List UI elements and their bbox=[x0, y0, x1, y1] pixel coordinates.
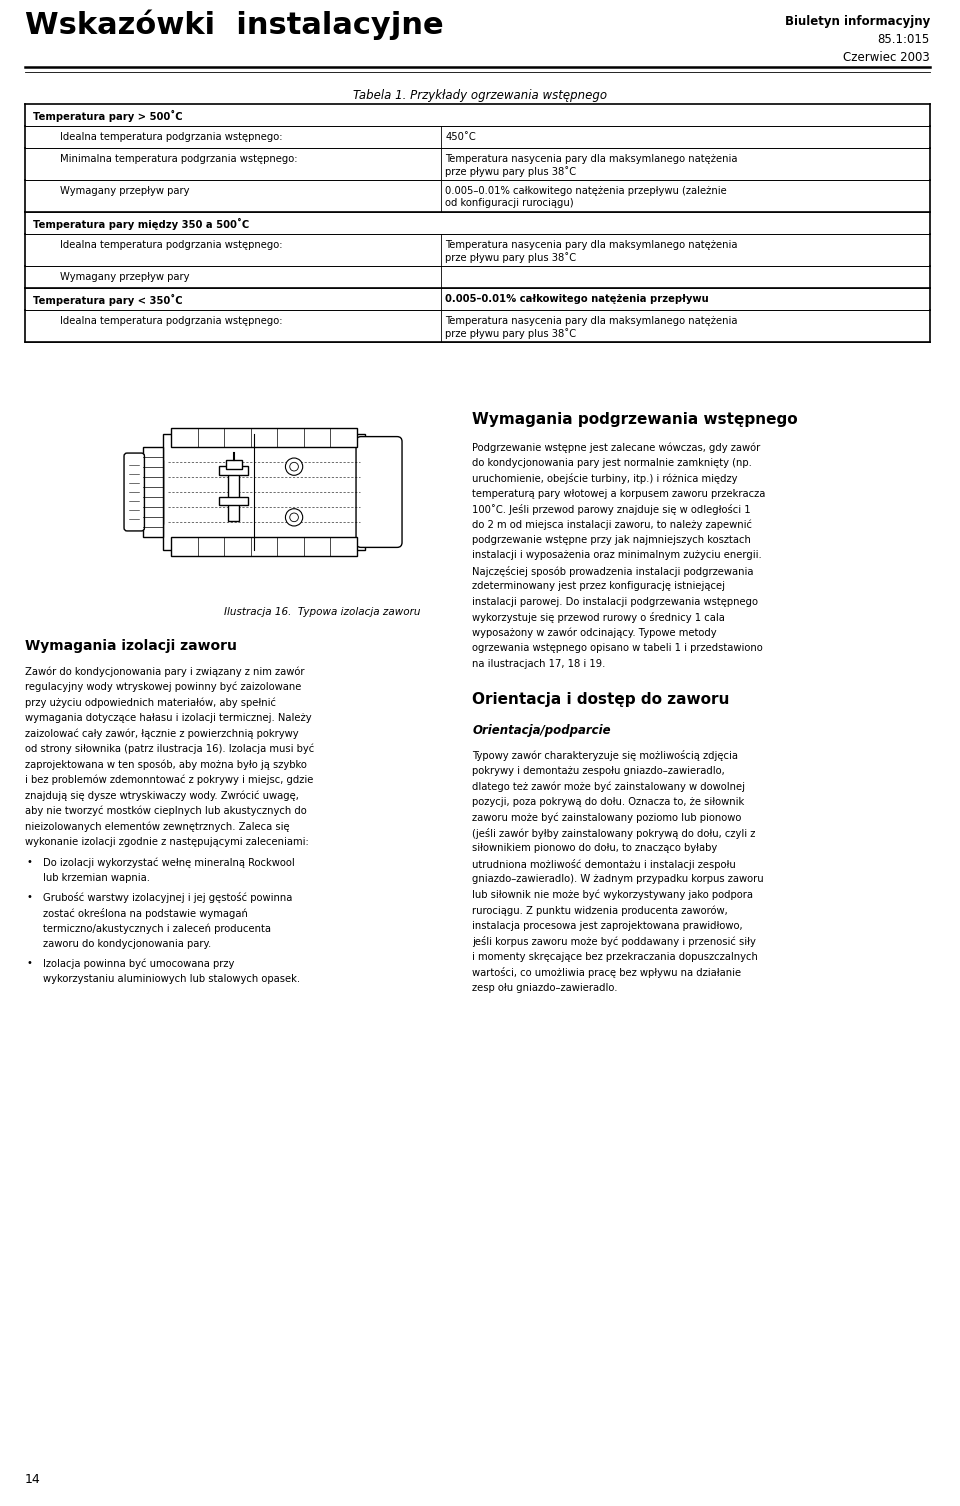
Text: wykorzystaniu aluminiowych lub stalowych opasek.: wykorzystaniu aluminiowych lub stalowych… bbox=[43, 973, 300, 983]
Text: zaprojektowana w ten sposób, aby można było ją szybko: zaprojektowana w ten sposób, aby można b… bbox=[25, 759, 307, 770]
Text: Wymagania podgrzewania wstępnego: Wymagania podgrzewania wstępnego bbox=[472, 413, 798, 428]
Text: Tabela 1. Przykłady ogrzewania wstępnego: Tabela 1. Przykłady ogrzewania wstępnego bbox=[353, 89, 607, 102]
Text: zostać określona na podstawie wymagań: zostać określona na podstawie wymagań bbox=[43, 908, 248, 919]
Text: Orientacja/podparcie: Orientacja/podparcie bbox=[472, 724, 612, 738]
Text: (jeśli zawór byłby zainstalowany pokrywą do dołu, czyli z: (jeśli zawór byłby zainstalowany pokrywą… bbox=[472, 828, 756, 839]
Bar bbox=[171, 536, 356, 556]
Text: Minimalna temperatura podgrzania wstępnego:: Minimalna temperatura podgrzania wstępne… bbox=[60, 154, 298, 164]
Text: Grubość warstwy izolacyjnej i jej gęstość powinna: Grubość warstwy izolacyjnej i jej gęstoś… bbox=[43, 892, 293, 904]
Text: wyposażony w zawór odcinający. Typowe metody: wyposażony w zawór odcinający. Typowe me… bbox=[472, 628, 717, 639]
Text: aby nie tworzyć mostków cieplnych lub akustycznych do: aby nie tworzyć mostków cieplnych lub ak… bbox=[25, 806, 307, 816]
Text: dlatego też zawór może być zainstalowany w dowolnej: dlatego też zawór może być zainstalowany… bbox=[472, 782, 746, 792]
Text: lub krzemian wapnia.: lub krzemian wapnia. bbox=[43, 872, 150, 883]
FancyBboxPatch shape bbox=[124, 453, 144, 532]
Text: 450˚C: 450˚C bbox=[445, 133, 476, 142]
Text: Czerwiec 2003: Czerwiec 2003 bbox=[843, 51, 930, 63]
Text: zaworu może być zainstalowany poziomo lub pionowo: zaworu może być zainstalowany poziomo lu… bbox=[472, 813, 742, 822]
Text: Wymagania izolacji zaworu: Wymagania izolacji zaworu bbox=[25, 639, 237, 654]
Text: 0.005–0.01% całkowitego natężenia przepływu: 0.005–0.01% całkowitego natężenia przepł… bbox=[445, 294, 709, 304]
Text: Najczęściej sposób prowadzenia instalacji podgrzewania: Najczęściej sposób prowadzenia instalacj… bbox=[472, 566, 754, 577]
Circle shape bbox=[290, 514, 299, 521]
Text: uruchomienie, obejście turbiny, itp.) i różnica między: uruchomienie, obejście turbiny, itp.) i … bbox=[472, 473, 738, 483]
FancyBboxPatch shape bbox=[356, 437, 402, 547]
Text: podgrzewanie wstępne przy jak najmniejszych kosztach: podgrzewanie wstępne przy jak najmniejsz… bbox=[472, 535, 752, 545]
Text: od strony siłownika (patrz ilustracja 16). Izolacja musi być: od strony siłownika (patrz ilustracja 16… bbox=[25, 744, 314, 755]
Text: lub siłownik nie może być wykorzystywany jako podpora: lub siłownik nie może być wykorzystywany… bbox=[472, 890, 754, 901]
Text: wykonanie izolacji zgodnie z następującymi zaleceniami:: wykonanie izolacji zgodnie z następujący… bbox=[25, 836, 309, 846]
Text: Ilustracja 16.  Typowa izolacja zaworu: Ilustracja 16. Typowa izolacja zaworu bbox=[224, 607, 420, 617]
Text: zesp ołu gniazdo–zawieradlo.: zesp ołu gniazdo–zawieradlo. bbox=[472, 983, 618, 992]
Text: przy użyciu odpowiednich materiałów, aby spełnić: przy użyciu odpowiednich materiałów, aby… bbox=[25, 697, 276, 708]
Text: utrudniona możliwość demontażu i instalacji zespołu: utrudniona możliwość demontażu i instala… bbox=[472, 858, 736, 870]
Text: nieizolowanych elementów zewnętrznych. Zaleca się: nieizolowanych elementów zewnętrznych. Z… bbox=[25, 821, 290, 831]
Text: i momenty skręcające bez przekraczania dopuszczalnych: i momenty skręcające bez przekraczania d… bbox=[472, 952, 758, 962]
Text: termiczno/akustycznych i zaleceń producenta: termiczno/akustycznych i zaleceń produce… bbox=[43, 923, 271, 934]
Text: Idealna temperatura podgrzania wstępnego:: Idealna temperatura podgrzania wstępnego… bbox=[60, 133, 282, 142]
Bar bbox=[171, 428, 356, 447]
Text: instalacja procesowa jest zaprojektowana prawidłowo,: instalacja procesowa jest zaprojektowana… bbox=[472, 922, 743, 931]
Text: •: • bbox=[27, 857, 33, 867]
Text: Izolacja powinna być umocowana przy: Izolacja powinna być umocowana przy bbox=[43, 958, 234, 968]
Text: do kondycjonowania pary jest normalnie zamknięty (np.: do kondycjonowania pary jest normalnie z… bbox=[472, 458, 753, 467]
Text: Orientacja i dostęp do zaworu: Orientacja i dostęp do zaworu bbox=[472, 693, 730, 708]
Circle shape bbox=[285, 458, 302, 476]
Bar bbox=[219, 497, 248, 505]
Text: regulacyjny wody wtryskowej powinny być zaizolowane: regulacyjny wody wtryskowej powinny być … bbox=[25, 682, 301, 691]
Text: pokrywy i demontażu zespołu gniazdo–zawieradlo,: pokrywy i demontażu zespołu gniazdo–zawi… bbox=[472, 767, 725, 776]
Text: jeśli korpus zaworu może być poddawany i przenosić siły: jeśli korpus zaworu może być poddawany i… bbox=[472, 937, 756, 947]
Text: Do izolacji wykorzystać wełnę mineralną Rockwool: Do izolacji wykorzystać wełnę mineralną … bbox=[43, 857, 295, 867]
Text: •: • bbox=[27, 958, 33, 968]
Text: 0.005–0.01% całkowitego natężenia przepływu (zależnie
od konfiguracji rurociągu): 0.005–0.01% całkowitego natężenia przepł… bbox=[445, 187, 727, 208]
Bar bbox=[163, 434, 365, 550]
Text: Temperatura nasycenia pary dla maksymlanego natężenia
prze pływu pary plus 38˚C: Temperatura nasycenia pary dla maksymlan… bbox=[445, 316, 738, 339]
Text: Idealna temperatura podgrzania wstępnego:: Idealna temperatura podgrzania wstępnego… bbox=[60, 239, 282, 250]
Text: i bez problemów zdemonntować z pokrywy i miejsc, gdzie: i bez problemów zdemonntować z pokrywy i… bbox=[25, 774, 313, 785]
Text: wykorzystuje się przewod rurowy o średnicy 1 cala: wykorzystuje się przewod rurowy o średni… bbox=[472, 613, 726, 623]
Text: instalacji i wyposażenia oraz minimalnym zużyciu energii.: instalacji i wyposażenia oraz minimalnym… bbox=[472, 551, 762, 560]
Bar bbox=[143, 447, 163, 538]
Text: znajdują się dysze wtryskiwaczy wody. Zwrócić uwagę,: znajdują się dysze wtryskiwaczy wody. Zw… bbox=[25, 791, 299, 801]
Text: wartości, co umożliwia pracę bez wpływu na działanie: wartości, co umożliwia pracę bez wpływu … bbox=[472, 967, 742, 979]
Text: Temperatura pary między 350 a 500˚C: Temperatura pary między 350 a 500˚C bbox=[33, 218, 250, 230]
Text: Podgrzewanie wstępne jest zalecane wówczas, gdy zawór: Podgrzewanie wstępne jest zalecane wówcz… bbox=[472, 441, 760, 452]
Text: Typowy zawór charakteryzuje się możliwością zdjęcia: Typowy zawór charakteryzuje się możliwoś… bbox=[472, 750, 738, 762]
Text: Temperatura pary < 350˚C: Temperatura pary < 350˚C bbox=[33, 294, 182, 306]
Text: gniazdo–zawieradlo). W żadnym przypadku korpus zaworu: gniazdo–zawieradlo). W żadnym przypadku … bbox=[472, 875, 764, 884]
Circle shape bbox=[285, 509, 302, 526]
Text: Wymagany przepływ pary: Wymagany przepływ pary bbox=[60, 273, 189, 282]
Text: rurociągu. Z punktu widzenia producenta zaworów,: rurociągu. Z punktu widzenia producenta … bbox=[472, 905, 729, 916]
Text: Temperatura nasycenia pary dla maksymlanego natężenia
prze pływu pary plus 38˚C: Temperatura nasycenia pary dla maksymlan… bbox=[445, 239, 738, 262]
Text: Zawór do kondycjonowania pary i związany z nim zawór: Zawór do kondycjonowania pary i związany… bbox=[25, 666, 304, 676]
Text: zdeterminowany jest przez konfigurację istniejącej: zdeterminowany jest przez konfigurację i… bbox=[472, 581, 726, 592]
Text: pozycji, poza pokrywą do dołu. Oznacza to, że siłownik: pozycji, poza pokrywą do dołu. Oznacza t… bbox=[472, 797, 745, 807]
Text: Wymagany przepływ pary: Wymagany przepływ pary bbox=[60, 187, 189, 196]
Text: ogrzewania wstępnego opisano w tabeli 1 i przedstawiono: ogrzewania wstępnego opisano w tabeli 1 … bbox=[472, 643, 763, 654]
Text: Temperatura nasycenia pary dla maksymlanego natężenia
prze pływu pary plus 38˚C: Temperatura nasycenia pary dla maksymlan… bbox=[445, 154, 738, 176]
Circle shape bbox=[290, 462, 299, 471]
Text: Idealna temperatura podgrzania wstępnego:: Idealna temperatura podgrzania wstępnego… bbox=[60, 316, 282, 325]
Text: Wskazówki  instalacyjne: Wskazówki instalacyjne bbox=[25, 11, 444, 41]
Text: wymagania dotyczące hałasu i izolacji termicznej. Należy: wymagania dotyczące hałasu i izolacji te… bbox=[25, 712, 312, 723]
Text: 100˚C. Jeśli przewod parowy znajduje się w odległości 1: 100˚C. Jeśli przewod parowy znajduje się… bbox=[472, 505, 751, 515]
Text: zaizolować cały zawór, łącznie z powierzchnią pokrywy: zaizolować cały zawór, łącznie z powierz… bbox=[25, 727, 299, 738]
Text: Temperatura pary > 500˚C: Temperatura pary > 500˚C bbox=[33, 110, 182, 122]
Bar bbox=[219, 465, 248, 474]
Text: instalacji parowej. Do instalacji podgrzewania wstępnego: instalacji parowej. Do instalacji podgrz… bbox=[472, 596, 758, 607]
Text: temperaturą pary włotowej a korpusem zaworu przekracza: temperaturą pary włotowej a korpusem zaw… bbox=[472, 488, 766, 498]
Text: na ilustracjach 17, 18 i 19.: na ilustracjach 17, 18 i 19. bbox=[472, 660, 606, 669]
Text: •: • bbox=[27, 892, 33, 902]
Text: zaworu do kondycjonowania pary.: zaworu do kondycjonowania pary. bbox=[43, 938, 211, 949]
Bar bbox=[138, 461, 163, 524]
Bar bbox=[226, 461, 242, 468]
Text: Biuletyn informacyjny: Biuletyn informacyjny bbox=[784, 15, 930, 29]
Bar bbox=[228, 468, 239, 521]
Text: 85.1:015: 85.1:015 bbox=[877, 33, 930, 47]
Text: do 2 m od miejsca instalacji zaworu, to należy zapewnić: do 2 m od miejsca instalacji zaworu, to … bbox=[472, 520, 753, 530]
Text: siłownikiem pionowo do dołu, to znacząco byłaby: siłownikiem pionowo do dołu, to znacząco… bbox=[472, 843, 718, 854]
Text: 14: 14 bbox=[25, 1473, 40, 1486]
